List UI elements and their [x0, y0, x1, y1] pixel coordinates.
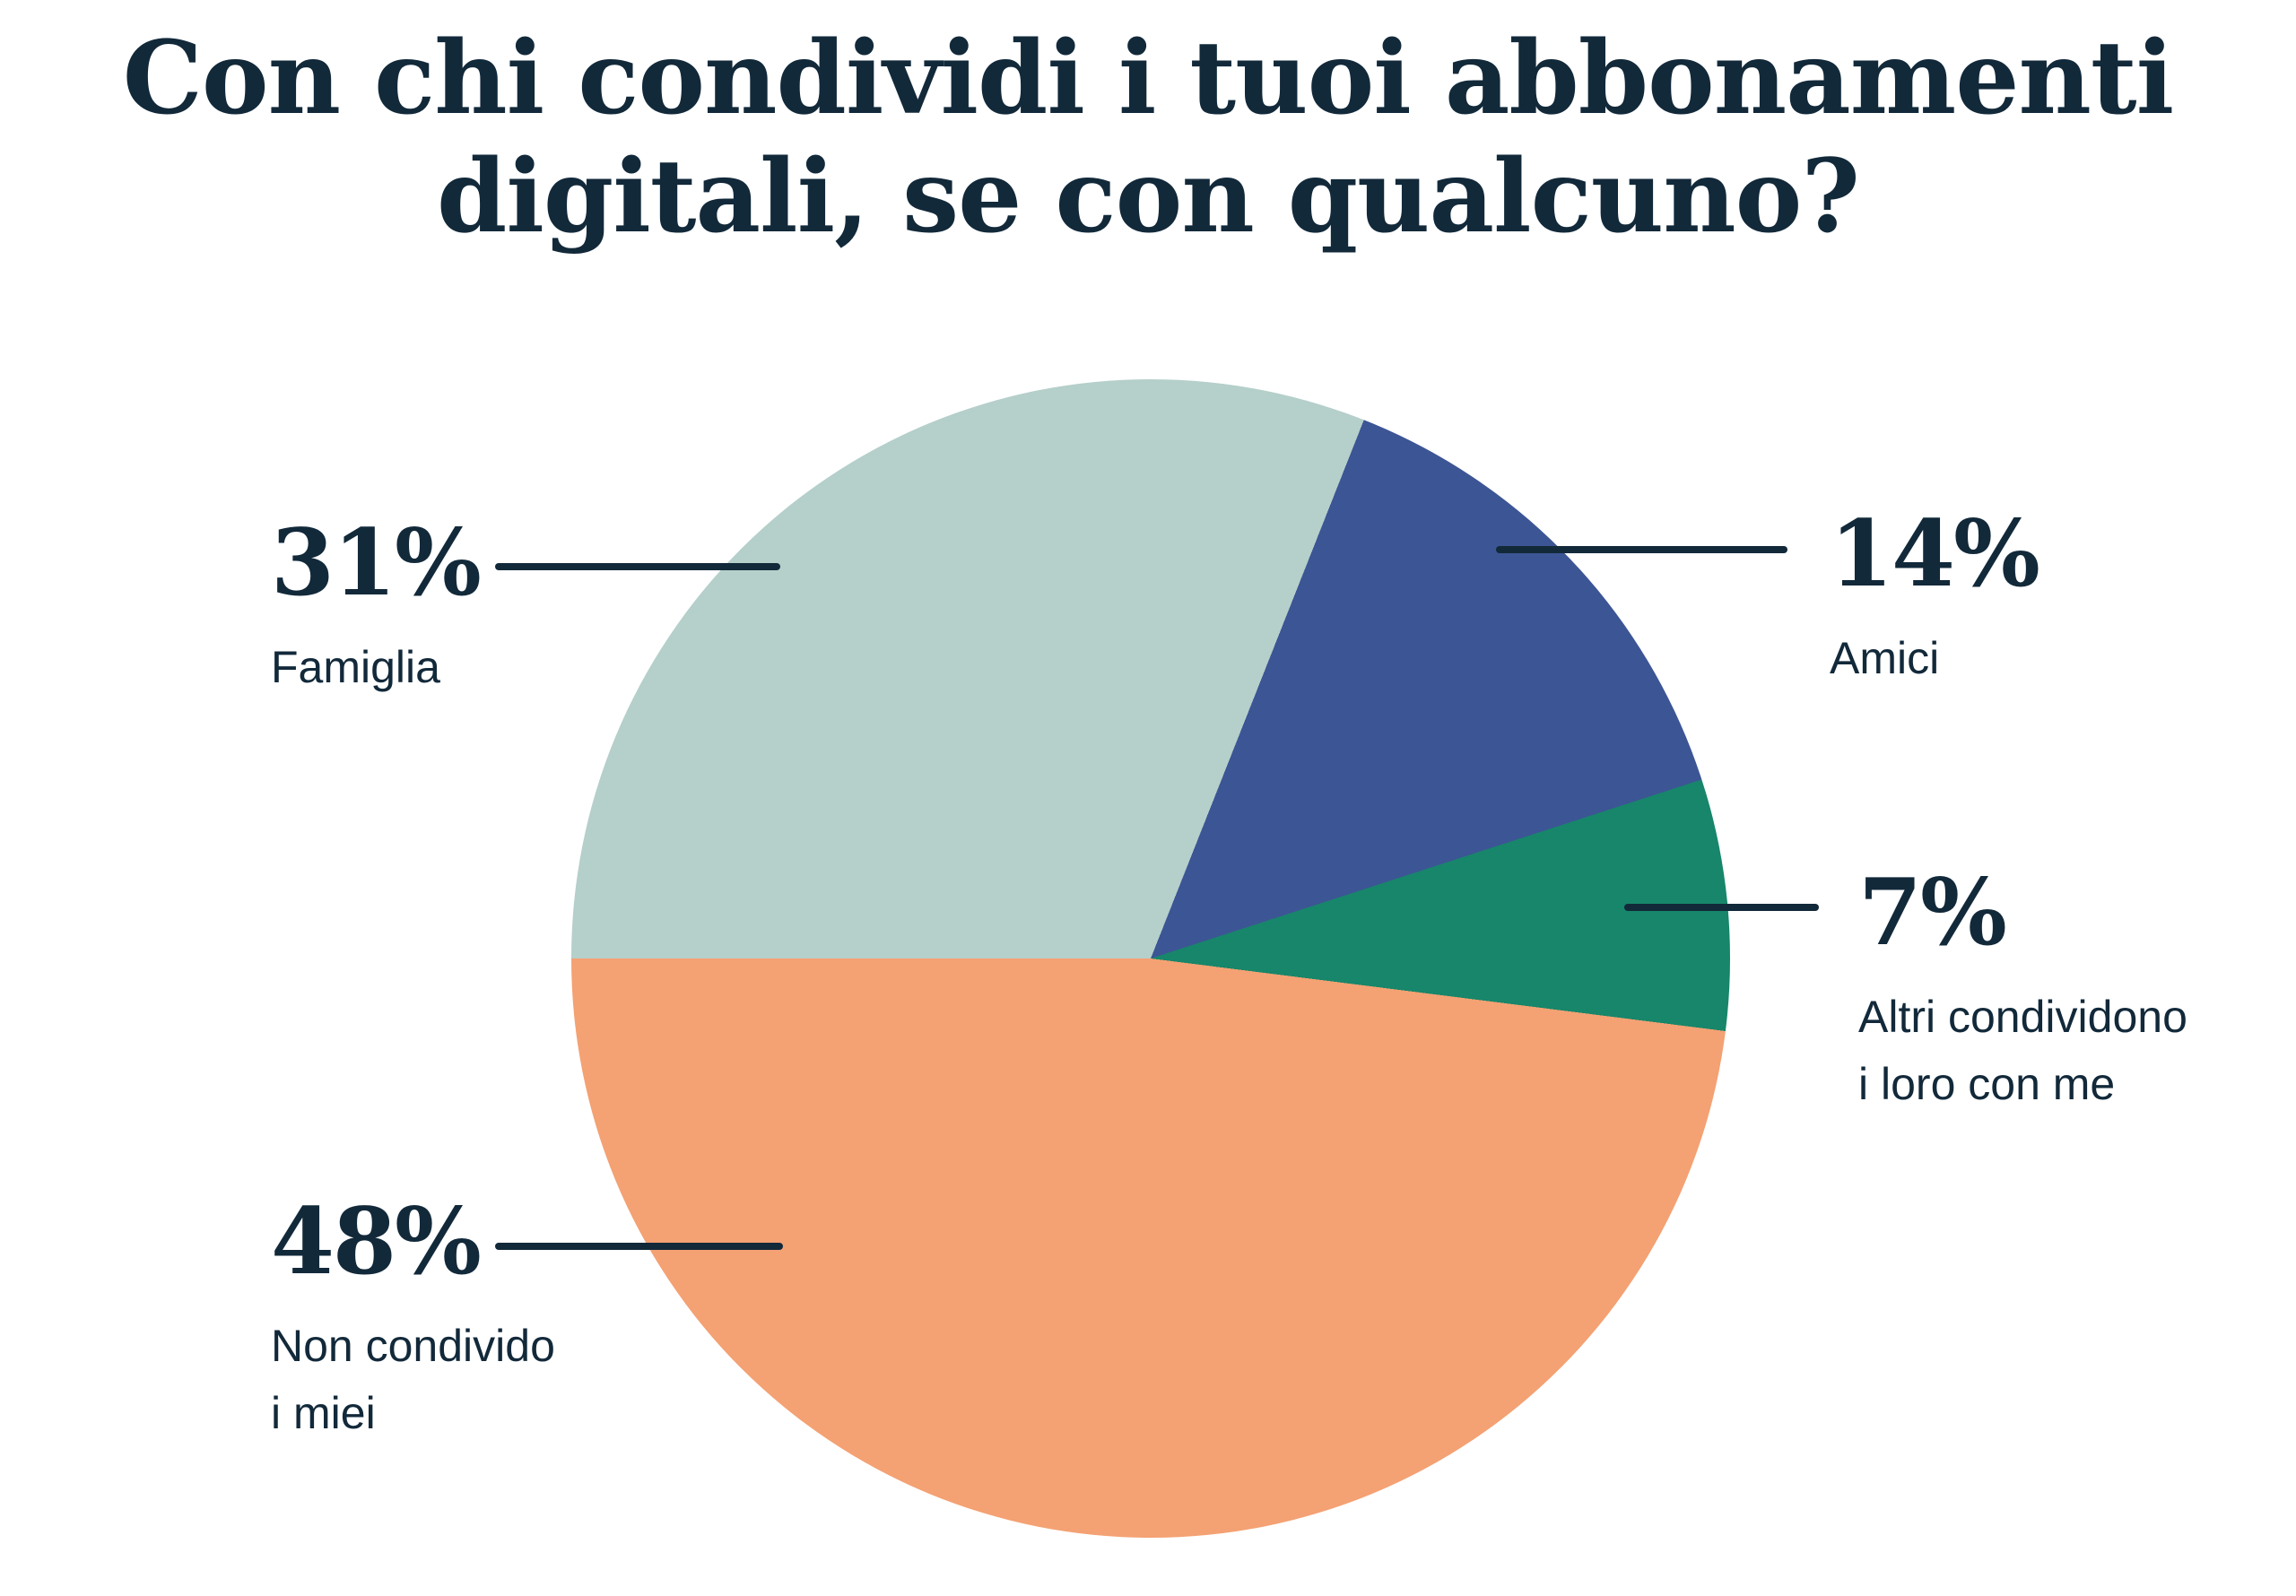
callout-line-altri [1624, 904, 1819, 911]
slice-label-non-condivido-line-1: Non condivido [271, 1321, 555, 1371]
percent-label-famiglia: 31% [271, 509, 482, 617]
slice-label-group-famiglia: 31% Famiglia [271, 509, 482, 701]
slice-label-non-condivido-line-2: i miei [271, 1388, 376, 1438]
callout-line-amici [1496, 546, 1787, 553]
percent-label-non-condivido: 48% [271, 1188, 482, 1296]
slice-label-non-condivido: Non condivido i miei [271, 1313, 555, 1447]
percent-label-altri: 7% [1858, 859, 2007, 967]
slice-label-group-non-condivido: 48% Non condivido i miei [271, 1196, 555, 1447]
percent-label-amici: 14% [1830, 500, 2040, 608]
slice-label-group-altri: 7% Altri condividono i loro con me [1858, 867, 2187, 1118]
slice-label-famiglia: Famiglia [271, 634, 480, 701]
slice-label-altri: Altri condividono i loro con me [1858, 984, 2187, 1118]
slice-label-famiglia-line-1: Famiglia [271, 642, 440, 692]
page-title-line-2: digitali, se con qualcuno? [437, 138, 1860, 256]
page-title: Con chi condividi i tuoi abbonamenti dig… [0, 20, 2296, 256]
page-title-line-1: Con chi condividi i tuoi abbonamenti [122, 20, 2174, 137]
slice-label-amici: Amici [1830, 625, 2039, 692]
slice-label-group-amici: 14% Amici [1830, 500, 2040, 692]
slice-label-altri-line-1: Altri condividono [1858, 992, 2187, 1042]
slice-label-amici-line-1: Amici [1830, 633, 1940, 683]
callout-line-non-condivido [495, 1243, 783, 1250]
callout-line-famiglia [495, 563, 780, 570]
pie-chart [571, 379, 1730, 1538]
slice-label-altri-line-2: i loro con me [1858, 1059, 2116, 1109]
